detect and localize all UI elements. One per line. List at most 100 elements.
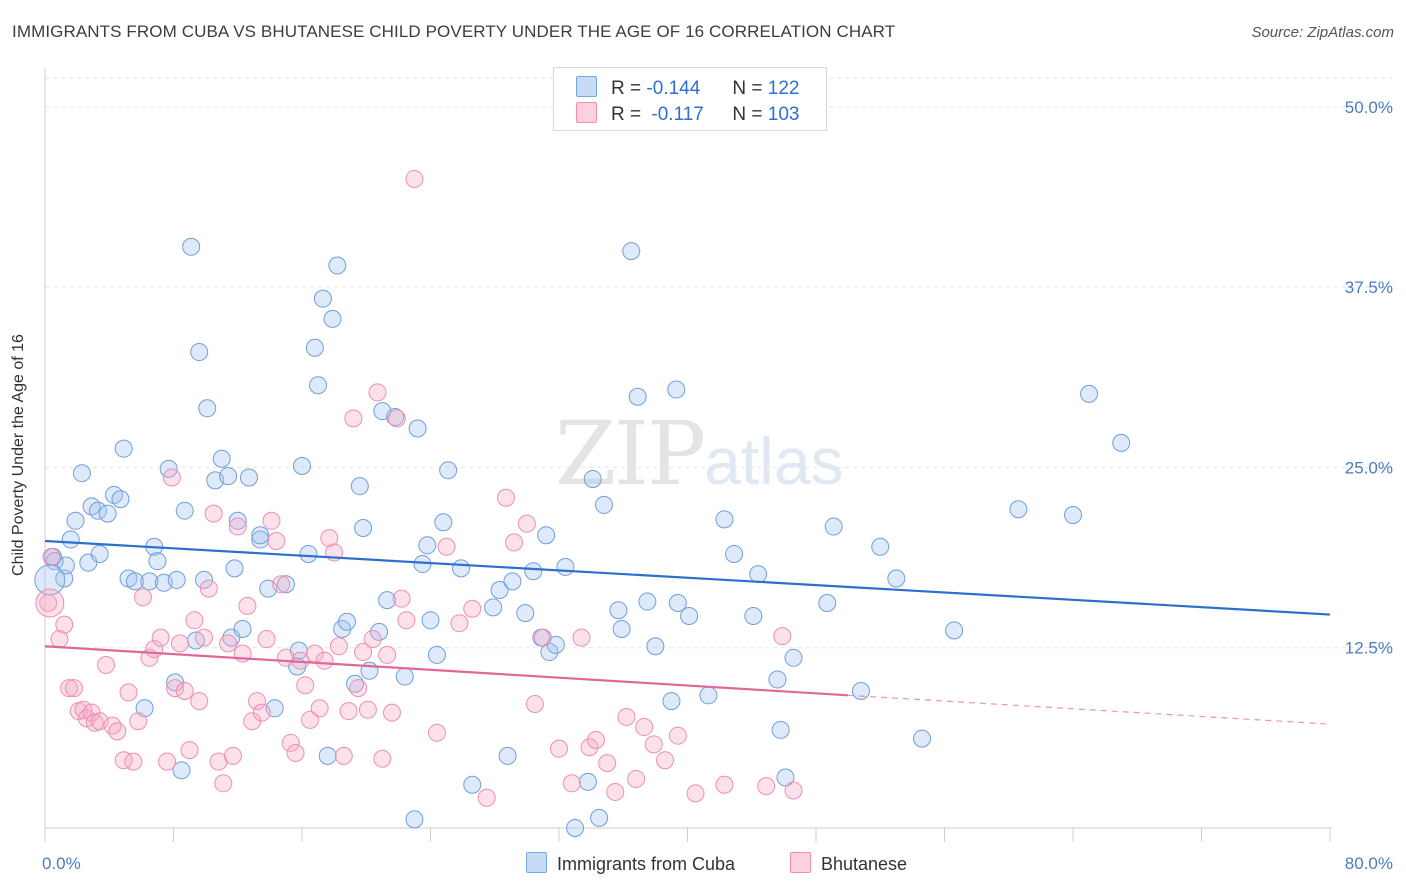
point-bhutanese xyxy=(635,718,654,737)
point-bhutanese xyxy=(686,784,705,803)
point-cuba xyxy=(583,469,602,488)
legend-n-value-bhutanese: 103 xyxy=(767,104,800,125)
point-cuba xyxy=(749,565,768,584)
point-bhutanese xyxy=(517,514,536,533)
point-bhutanese xyxy=(180,741,199,760)
point-cuba xyxy=(699,686,718,705)
point-bhutanese xyxy=(248,692,267,711)
point-bhutanese xyxy=(477,788,496,807)
bottom-legend-label-bhutanese: Bhutanese xyxy=(821,854,908,874)
point-cuba xyxy=(212,449,231,468)
point-cuba xyxy=(609,601,628,620)
point-bhutanese xyxy=(363,630,382,649)
point-cuba xyxy=(418,536,437,555)
point-cuba xyxy=(182,237,201,256)
legend-n-label: N = xyxy=(732,78,763,99)
point-cuba xyxy=(622,242,641,261)
bottom-legend-cuba: Immigrants from Cuba xyxy=(526,852,735,875)
point-cuba xyxy=(219,467,238,486)
point-bhutanese xyxy=(175,681,194,700)
point-bhutanese xyxy=(339,702,358,721)
point-cuba xyxy=(56,556,75,575)
point-cuba xyxy=(439,461,458,480)
point-cuba xyxy=(824,517,843,536)
point-bhutanese xyxy=(267,531,286,550)
point-cuba xyxy=(818,594,837,612)
point-bhutanese xyxy=(42,547,61,566)
point-bhutanese xyxy=(162,468,181,487)
point-cuba xyxy=(427,645,446,664)
point-bhutanese xyxy=(60,679,79,698)
point-cuba xyxy=(72,464,91,483)
point-cuba xyxy=(503,572,522,591)
point-cuba xyxy=(61,530,80,549)
point-cuba xyxy=(148,552,167,571)
point-cuba xyxy=(638,592,657,611)
point-bhutanese xyxy=(310,699,329,718)
point-cuba xyxy=(594,495,613,514)
point-cuba xyxy=(725,544,744,563)
point-cuba xyxy=(1064,506,1082,525)
point-bhutanese xyxy=(219,634,238,653)
correlation-legend: R = -0.144 N = 122 R = -0.117 N = 103 xyxy=(553,67,827,131)
point-bhutanese xyxy=(119,683,138,702)
point-cuba xyxy=(337,612,356,631)
point-cuba xyxy=(667,380,686,399)
point-bhutanese xyxy=(262,511,281,530)
point-bhutanese xyxy=(114,751,133,770)
point-bhutanese xyxy=(344,409,363,428)
point-bhutanese xyxy=(124,752,143,771)
point-cuba xyxy=(421,611,440,630)
point-bhutanese xyxy=(450,614,469,633)
point-bhutanese xyxy=(405,169,424,188)
point-cuba xyxy=(578,772,597,791)
point-cuba xyxy=(225,559,244,578)
point-cuba xyxy=(463,775,482,794)
point-cuba xyxy=(771,720,790,739)
point-cuba xyxy=(744,606,763,625)
point-cuba xyxy=(172,761,191,780)
point-cuba xyxy=(413,555,432,574)
point-bhutanese xyxy=(55,615,74,634)
point-bhutanese xyxy=(550,739,568,758)
point-cuba xyxy=(299,544,318,563)
point-cuba xyxy=(945,621,964,640)
point-bhutanese xyxy=(437,537,456,556)
point-bhutanese xyxy=(533,628,552,647)
point-bhutanese xyxy=(617,707,636,726)
point-cuba xyxy=(646,637,665,656)
point-bhutanese xyxy=(35,588,65,618)
point-cuba xyxy=(190,343,209,362)
bottom-legend-bhutanese: Bhutanese xyxy=(790,852,907,875)
point-cuba xyxy=(370,622,389,641)
point-bhutanese xyxy=(463,599,482,618)
point-cuba xyxy=(871,537,890,556)
point-bhutanese xyxy=(158,752,177,771)
point-cuba xyxy=(405,810,424,829)
point-cuba xyxy=(408,419,427,438)
point-cuba xyxy=(668,594,687,612)
trend-line-bhutanese-extension xyxy=(848,694,1331,725)
point-bhutanese xyxy=(129,712,148,731)
point-bhutanese xyxy=(373,749,392,768)
grid-lines xyxy=(45,77,1392,649)
point-bhutanese xyxy=(257,630,276,649)
point-cuba xyxy=(276,575,295,594)
point-bhutanese xyxy=(496,488,515,507)
point-cuba xyxy=(662,692,681,711)
point-cuba xyxy=(251,530,270,549)
point-bhutanese xyxy=(272,575,291,594)
point-cuba xyxy=(768,670,787,689)
point-bhutanese xyxy=(784,781,803,800)
point-bhutanese xyxy=(329,637,348,656)
y-tick-label: 50.0% xyxy=(1345,98,1393,117)
point-bhutanese xyxy=(286,744,305,762)
point-bhutanese xyxy=(354,643,373,662)
point-bhutanese xyxy=(195,628,214,647)
point-bhutanese xyxy=(228,517,247,536)
point-cuba xyxy=(566,819,585,837)
point-bhutanese xyxy=(151,628,170,647)
point-bhutanese xyxy=(108,722,127,741)
point-bhutanese xyxy=(170,634,189,653)
y-tick-label: 37.5% xyxy=(1345,278,1393,297)
